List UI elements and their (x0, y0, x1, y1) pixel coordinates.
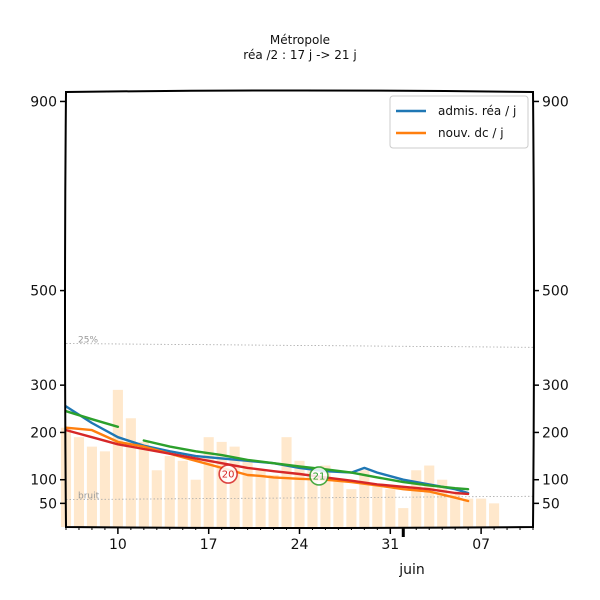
bar (359, 470, 370, 527)
bar (268, 474, 279, 527)
x-tick-label: 07 (472, 537, 490, 553)
y-tick-label-right: 200 (542, 425, 569, 441)
bar (99, 451, 110, 527)
x-axis-label: juin (398, 562, 425, 578)
legend-label: admis. réa / j (438, 104, 516, 118)
y-tick-label-right: 300 (542, 378, 569, 394)
bar (86, 446, 98, 527)
bar (242, 460, 253, 527)
reference-line (65, 343, 534, 348)
series-line (142, 439, 470, 491)
bar (255, 470, 266, 527)
bar (411, 470, 422, 527)
reference-label: bruit (78, 492, 100, 502)
reference-label: 25% (78, 336, 98, 346)
legend-box (389, 95, 529, 149)
bar (216, 441, 227, 527)
bar (177, 460, 188, 527)
bar (372, 484, 383, 527)
bar (346, 489, 357, 527)
bar (398, 508, 409, 527)
y-tick-label-right: 50 (542, 496, 560, 512)
bar (476, 498, 487, 527)
y-tick-label-right: 500 (542, 284, 569, 300)
x-tick-label: 10 (109, 537, 127, 553)
series-line (64, 426, 470, 503)
x-tick-label: 24 (291, 537, 309, 553)
legend: admis. réa / j nouv. dc / j (389, 95, 529, 149)
bar (229, 446, 240, 527)
series-line (64, 428, 470, 496)
bar (203, 437, 214, 527)
y-tick-label-right: 100 (542, 473, 569, 489)
bar (307, 470, 318, 527)
series-layer (64, 405, 470, 503)
bar (333, 479, 344, 527)
axes-layer: 50 50 100 100 200 200 300 300 500 500 900 900 10 17 24… (30, 94, 568, 553)
y-tick-label-left: 300 (30, 378, 57, 394)
chart-subtitle: réa /2 : 17 j -> 21 j (243, 48, 357, 62)
bars-layer (60, 389, 500, 527)
chart-title: Métropole (269, 33, 331, 47)
series-line (64, 410, 120, 428)
bar (190, 479, 201, 527)
bar (463, 498, 474, 527)
bar (281, 437, 292, 527)
bar (73, 437, 85, 527)
marker-label: 20 (222, 470, 235, 481)
bar (424, 465, 435, 527)
bar (138, 441, 149, 527)
bar (450, 493, 461, 527)
bar (164, 456, 175, 527)
marker-circle (218, 464, 238, 484)
y-tick-label-left: 500 (30, 284, 57, 300)
y-tick-label-right: 900 (542, 94, 569, 110)
bar (385, 489, 396, 527)
bar (112, 389, 123, 527)
bar (151, 470, 162, 527)
bar (489, 503, 500, 527)
y-tick-label-left: 100 (30, 473, 57, 489)
x-tick-label: 17 (200, 537, 218, 553)
bar (294, 460, 305, 527)
y-tick-label-left: 900 (30, 94, 57, 110)
bar (437, 479, 448, 527)
marker-circle (309, 466, 329, 486)
y-tick-label-left: 200 (30, 425, 57, 441)
x-tick-label: 31 (381, 537, 399, 553)
marker-label: 21 (313, 471, 326, 482)
markers-layer: 20 21 (218, 464, 329, 486)
bar (320, 465, 331, 527)
y-tick-label-left: 50 (39, 496, 57, 512)
legend-label: nouv. dc / j (438, 126, 504, 140)
bar (125, 418, 136, 527)
